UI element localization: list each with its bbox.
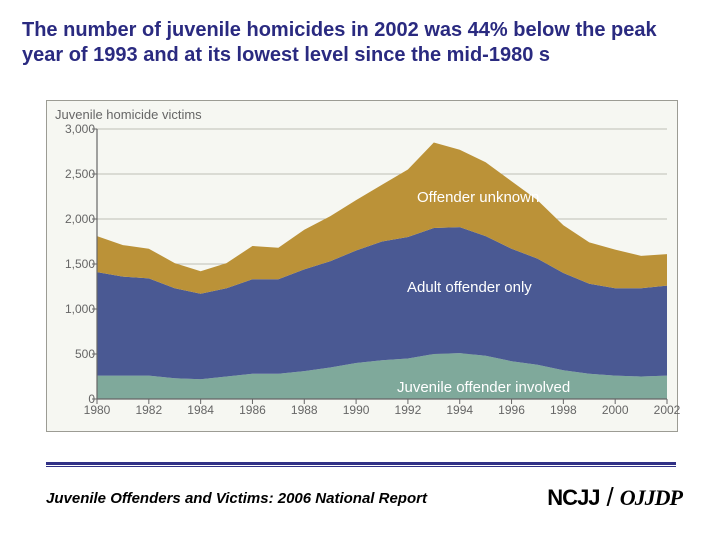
logo-slash: / xyxy=(607,482,613,513)
x-tick-label: 1986 xyxy=(239,403,266,417)
y-tick-label: 1,000 xyxy=(53,302,95,316)
x-tick-label: 1998 xyxy=(550,403,577,417)
x-tick-label: 1992 xyxy=(395,403,422,417)
x-tick-label: 2000 xyxy=(602,403,629,417)
chart-plot xyxy=(97,129,667,399)
x-tick-label: 1996 xyxy=(498,403,525,417)
x-tick-label: 1990 xyxy=(343,403,370,417)
x-tick-label: 2002 xyxy=(654,403,681,417)
y-tick-label: 3,000 xyxy=(53,122,95,136)
footer-rule xyxy=(46,462,676,467)
x-tick-label: 1994 xyxy=(446,403,473,417)
ojjdp-logo: OJJDP xyxy=(620,485,682,511)
logo-area: NCJJ / OJJDP xyxy=(547,482,682,513)
y-tick-label: 500 xyxy=(53,347,95,361)
series-label: Juvenile offender involved xyxy=(397,379,570,396)
chart-title: Juvenile homicide victims xyxy=(55,107,202,122)
y-tick-label: 2,000 xyxy=(53,212,95,226)
x-tick-label: 1984 xyxy=(187,403,214,417)
area-chart: Juvenile homicide victims 05001,0001,500… xyxy=(46,100,678,432)
ncjj-logo: NCJJ xyxy=(547,485,599,511)
y-tick-label: 1,500 xyxy=(53,257,95,271)
x-tick-label: 1988 xyxy=(291,403,318,417)
slide: The number of juvenile homicides in 2002… xyxy=(0,0,720,540)
series-label: Offender unknown xyxy=(417,189,539,206)
y-tick-label: 2,500 xyxy=(53,167,95,181)
series-label: Adult offender only xyxy=(407,279,532,296)
x-tick-label: 1980 xyxy=(84,403,111,417)
slide-title: The number of juvenile homicides in 2002… xyxy=(22,18,698,68)
footer-text: Juvenile Offenders and Victims: 2006 Nat… xyxy=(46,490,427,507)
x-tick-label: 1982 xyxy=(135,403,162,417)
chart-svg xyxy=(97,129,667,399)
